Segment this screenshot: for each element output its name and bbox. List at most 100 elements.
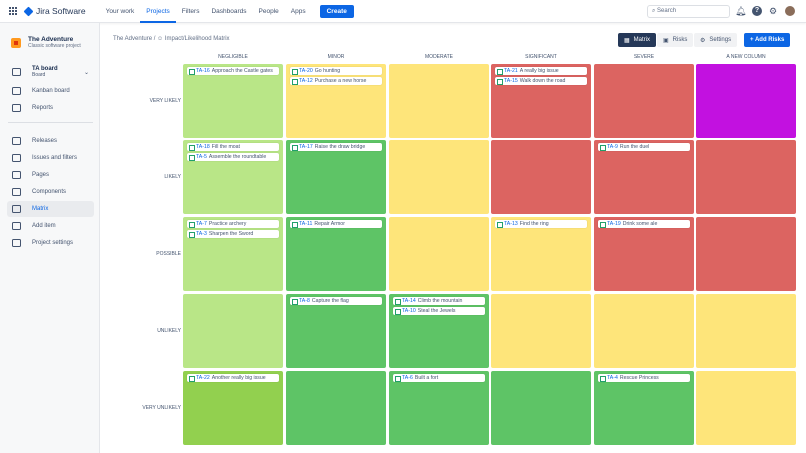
issue-key[interactable]: TA-16 xyxy=(196,68,210,74)
issue-card[interactable]: TA-4 Rescue Princess xyxy=(598,374,690,382)
matrix-cell[interactable] xyxy=(183,294,283,368)
issue-key[interactable]: TA-11 xyxy=(299,221,313,227)
issue-key[interactable]: TA-8 xyxy=(299,298,310,304)
matrix-cell[interactable]: TA-22 Another really big issue xyxy=(183,371,283,445)
issue-card[interactable]: TA-15 Walk down the road xyxy=(495,77,587,85)
matrix-cell[interactable]: TA-6 Built a fort xyxy=(389,371,489,445)
matrix-cell[interactable]: TA-14 Climb the mountain TA-10 Steal the Je… xyxy=(389,294,489,368)
issue-card[interactable]: TA-20 Go hunting xyxy=(290,67,382,75)
sidebar-item-project-settings[interactable]: Project settings xyxy=(7,235,94,251)
issue-card[interactable]: TA-9 Run the duel xyxy=(598,143,690,151)
issue-card[interactable]: TA-21 A really big issue xyxy=(495,67,587,75)
matrix-cell[interactable]: TA-9 Run the duel xyxy=(594,140,694,214)
app-switcher-icon[interactable] xyxy=(9,7,17,15)
issue-card[interactable]: TA-10 Steal the Jewels xyxy=(393,307,485,315)
matrix-cell[interactable] xyxy=(491,294,591,368)
issue-card[interactable]: TA-12 Purchase a new horse xyxy=(290,77,382,85)
matrix-cell[interactable] xyxy=(594,294,694,368)
issue-card[interactable]: TA-13 Find the ring xyxy=(495,220,587,228)
issue-key[interactable]: TA-12 xyxy=(299,78,313,84)
matrix-cell[interactable]: TA-17 Raise the draw bridge xyxy=(286,140,386,214)
nav-your-work[interactable]: Your work xyxy=(105,7,135,15)
issue-key[interactable]: TA-6 xyxy=(402,375,413,381)
jira-logo[interactable]: Jira Software xyxy=(23,6,86,16)
search-input[interactable]: ⌕ Search xyxy=(647,5,730,18)
issue-key[interactable]: TA-14 xyxy=(402,298,416,304)
sidebar-item-kanban-board[interactable]: Kanban board xyxy=(7,83,94,99)
issue-card[interactable]: TA-8 Capture the flag xyxy=(290,297,382,305)
matrix-cell[interactable] xyxy=(696,64,796,138)
issue-card[interactable]: TA-11 Repair Armor xyxy=(290,220,382,228)
matrix-cell[interactable] xyxy=(389,64,489,138)
issue-key[interactable]: TA-22 xyxy=(196,375,210,381)
matrix-cell[interactable]: TA-8 Capture the flag xyxy=(286,294,386,368)
matrix-cell[interactable] xyxy=(389,140,489,214)
issue-card[interactable]: TA-22 Another really big issue xyxy=(187,374,279,382)
matrix-cell[interactable] xyxy=(696,140,796,214)
issue-key[interactable]: TA-4 xyxy=(607,375,618,381)
issue-key[interactable]: TA-18 xyxy=(196,144,210,150)
sidebar-item-pages[interactable]: Pages xyxy=(7,167,94,183)
matrix-cell[interactable] xyxy=(389,217,489,291)
nav-filters[interactable]: Filters xyxy=(181,7,200,15)
issue-key[interactable]: TA-21 xyxy=(504,68,518,74)
issue-key[interactable]: TA-9 xyxy=(607,144,618,150)
create-button[interactable]: Create xyxy=(319,4,354,18)
avatar[interactable] xyxy=(785,6,795,16)
issue-key[interactable]: TA-10 xyxy=(402,308,416,314)
sidebar-item-issues-and-filters[interactable]: Issues and filters xyxy=(7,150,94,166)
issue-card[interactable]: TA-18 Fill the moat xyxy=(187,143,279,151)
matrix-cell[interactable]: TA-7 Practice archery TA-3 Sharpen the Swor… xyxy=(183,217,283,291)
issue-key[interactable]: TA-20 xyxy=(299,68,313,74)
matrix-cell[interactable]: TA-13 Find the ring xyxy=(491,217,591,291)
matrix-cell[interactable] xyxy=(286,371,386,445)
issue-key[interactable]: TA-15 xyxy=(504,78,518,84)
sidebar-item-matrix[interactable]: Matrix xyxy=(7,201,94,217)
issue-key[interactable]: TA-3 xyxy=(196,231,207,237)
issue-key[interactable]: TA-19 xyxy=(607,221,621,227)
issue-card[interactable]: TA-5 Assemble the roundtable xyxy=(187,153,279,161)
matrix-cell[interactable] xyxy=(696,217,796,291)
issue-card[interactable]: TA-14 Climb the mountain xyxy=(393,297,485,305)
settings-button[interactable]: ⚙ Settings xyxy=(694,33,738,47)
matrix-cell[interactable] xyxy=(696,294,796,368)
risks-view-button[interactable]: ▣ Risks xyxy=(657,33,694,47)
breadcrumb-project[interactable]: The Adventure xyxy=(113,36,153,42)
notifications-icon[interactable]: 🔔︎ xyxy=(735,6,747,16)
matrix-cell[interactable]: TA-18 Fill the moat TA-5 Assemble the round… xyxy=(183,140,283,214)
nav-apps[interactable]: Apps xyxy=(290,7,306,15)
issue-card[interactable]: TA-6 Built a fort xyxy=(393,374,485,382)
nav-projects[interactable]: Projects xyxy=(140,0,176,23)
add-risks-button[interactable]: + Add Risks xyxy=(744,33,791,47)
issue-card[interactable]: TA-16 Approach the Castle gates xyxy=(187,67,279,75)
issue-card[interactable]: TA-17 Raise the draw bridge xyxy=(290,143,382,151)
settings-gear-icon[interactable]: ⚙ xyxy=(768,6,778,16)
matrix-cell[interactable] xyxy=(696,371,796,445)
matrix-cell[interactable]: TA-11 Repair Armor xyxy=(286,217,386,291)
issue-card[interactable]: TA-3 Sharpen the Sword xyxy=(187,230,279,238)
issue-key[interactable]: TA-7 xyxy=(196,221,207,227)
issue-key[interactable]: TA-5 xyxy=(196,154,207,160)
sidebar-item-components[interactable]: Components xyxy=(7,184,94,200)
matrix-cell[interactable]: TA-4 Rescue Princess xyxy=(594,371,694,445)
help-icon[interactable]: ? xyxy=(752,6,762,16)
project-header[interactable]: The Adventure Classic software project xyxy=(11,36,81,49)
nav-people[interactable]: People xyxy=(258,7,279,15)
matrix-cell[interactable]: TA-21 A really big issue TA-15 Walk down th… xyxy=(491,64,591,138)
issue-card[interactable]: TA-7 Practice archery xyxy=(187,220,279,228)
sidebar-item-add-item[interactable]: Add item xyxy=(7,218,94,234)
sidebar-item-reports[interactable]: Reports xyxy=(7,100,94,116)
matrix-view-button[interactable]: ▦ Matrix xyxy=(618,33,657,47)
nav-dashboards[interactable]: Dashboards xyxy=(211,7,247,15)
matrix-cell[interactable]: TA-20 Go hunting TA-12 Purchase a new horse xyxy=(286,64,386,138)
matrix-cell[interactable] xyxy=(491,140,591,214)
matrix-cell[interactable] xyxy=(491,371,591,445)
matrix-cell[interactable]: TA-16 Approach the Castle gates xyxy=(183,64,283,138)
issue-key[interactable]: TA-13 xyxy=(504,221,518,227)
issue-card[interactable]: TA-19 Drink some ale xyxy=(598,220,690,228)
matrix-cell[interactable]: TA-19 Drink some ale xyxy=(594,217,694,291)
matrix-cell[interactable] xyxy=(594,64,694,138)
issue-key[interactable]: TA-17 xyxy=(299,144,313,150)
sidebar-item-releases[interactable]: Releases xyxy=(7,133,94,149)
board-selector[interactable]: TA board Board ⌄ xyxy=(7,63,94,81)
